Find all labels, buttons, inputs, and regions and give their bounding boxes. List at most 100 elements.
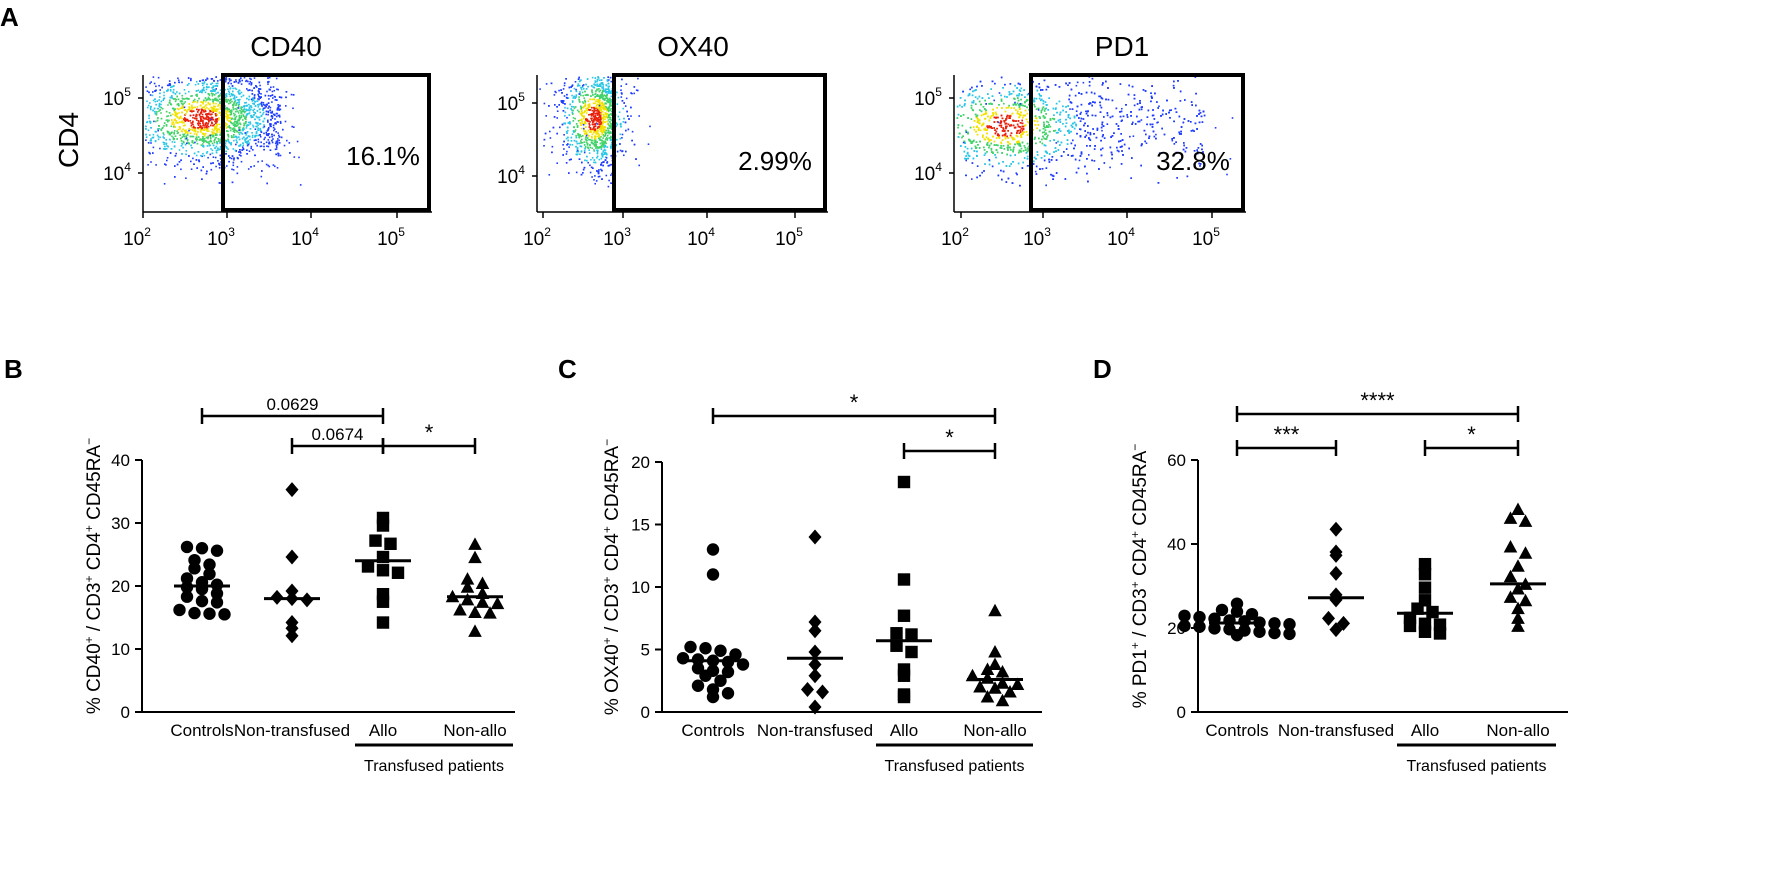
facs-event	[242, 144, 245, 146]
facs-event	[182, 103, 184, 106]
facs-event	[606, 137, 609, 140]
facs-event	[211, 131, 213, 133]
facs-event	[558, 89, 560, 92]
facs-ytick-exponent: 4	[124, 160, 131, 174]
facs-event	[165, 119, 168, 122]
facs-event	[219, 182, 221, 184]
panel-letter-a: A	[0, 2, 19, 32]
facs-event	[567, 136, 569, 139]
facs-event	[183, 118, 185, 120]
facs-event	[191, 129, 194, 131]
facs-event	[218, 140, 220, 142]
facs-event	[580, 150, 583, 152]
facs-event	[246, 141, 249, 143]
facs-event	[173, 145, 176, 148]
facs-event	[194, 106, 196, 109]
facs-event	[249, 77, 251, 80]
facs-event	[233, 81, 236, 83]
facs-event	[266, 90, 268, 93]
facs-event	[594, 81, 597, 83]
facs-event	[595, 90, 597, 92]
facs-event	[605, 174, 608, 177]
facs-event	[262, 107, 265, 110]
facs-event	[609, 103, 611, 106]
facs-event	[608, 179, 610, 182]
facs-event	[602, 108, 605, 110]
facs-event	[262, 113, 264, 115]
facs-event	[573, 107, 576, 110]
facs-event	[150, 81, 152, 83]
facs-event	[265, 163, 268, 166]
facs-event	[203, 140, 205, 143]
facs-event	[265, 141, 268, 144]
facs-event	[550, 82, 553, 85]
facs-event	[572, 106, 575, 108]
facs-event	[163, 142, 166, 144]
facs-event	[198, 113, 201, 116]
facs-event	[599, 124, 602, 126]
facs-event	[585, 112, 588, 114]
facs-event	[273, 129, 275, 132]
facs-event	[599, 121, 602, 123]
facs-event	[583, 130, 585, 132]
facs-event	[229, 102, 232, 104]
facs-event	[214, 138, 216, 141]
facs-event	[256, 100, 259, 102]
facs-event	[211, 121, 213, 124]
facs-event	[248, 108, 251, 110]
facs-event	[586, 155, 588, 158]
facs-xtick-label: 103	[603, 225, 631, 250]
facs-event	[568, 159, 571, 161]
facs-event	[263, 132, 265, 135]
facs-event	[238, 114, 241, 117]
facs-event	[238, 129, 240, 131]
facs-event	[588, 135, 590, 137]
facs-event	[158, 128, 160, 130]
facs-event	[246, 113, 248, 116]
facs-event	[234, 100, 236, 103]
facs-event	[192, 106, 194, 109]
facs-event	[249, 138, 251, 141]
facs-event	[186, 84, 189, 86]
facs-event	[248, 150, 251, 152]
facs-event	[261, 170, 263, 172]
facs-event	[599, 102, 601, 105]
facs-event	[594, 102, 596, 105]
facs-event	[589, 146, 592, 149]
facs-event	[242, 94, 245, 97]
facs-event	[236, 130, 238, 132]
facs-event	[185, 129, 187, 131]
facs-event	[191, 140, 194, 142]
facs-event	[171, 135, 173, 138]
facs-event	[604, 89, 606, 92]
facs-event	[171, 123, 173, 125]
facs-event	[251, 136, 254, 139]
facs-event	[278, 109, 280, 111]
facs-event	[150, 161, 152, 163]
facs-event	[272, 124, 275, 127]
facs-xtick-label: 103	[207, 225, 235, 250]
facs-event	[599, 79, 601, 82]
facs-event	[603, 99, 606, 101]
facs-event	[233, 125, 236, 128]
facs-event	[227, 115, 230, 117]
facs-event	[175, 121, 177, 124]
facs-event	[247, 168, 250, 170]
facs-event	[616, 91, 618, 94]
facs-event	[186, 140, 189, 142]
facs-event	[182, 128, 184, 131]
facs-event	[186, 97, 188, 100]
facs-event	[275, 144, 278, 147]
facs-event	[238, 101, 240, 103]
facs-event	[190, 122, 192, 124]
facs-event	[571, 101, 574, 103]
facs-event	[580, 124, 582, 126]
facs-event	[175, 120, 178, 122]
facs-event	[200, 118, 202, 121]
facs-event	[182, 135, 185, 137]
facs-event	[269, 109, 271, 112]
facs-event	[578, 93, 581, 95]
facs-event	[284, 120, 287, 123]
facs-event	[607, 109, 610, 112]
facs-event	[566, 126, 569, 129]
